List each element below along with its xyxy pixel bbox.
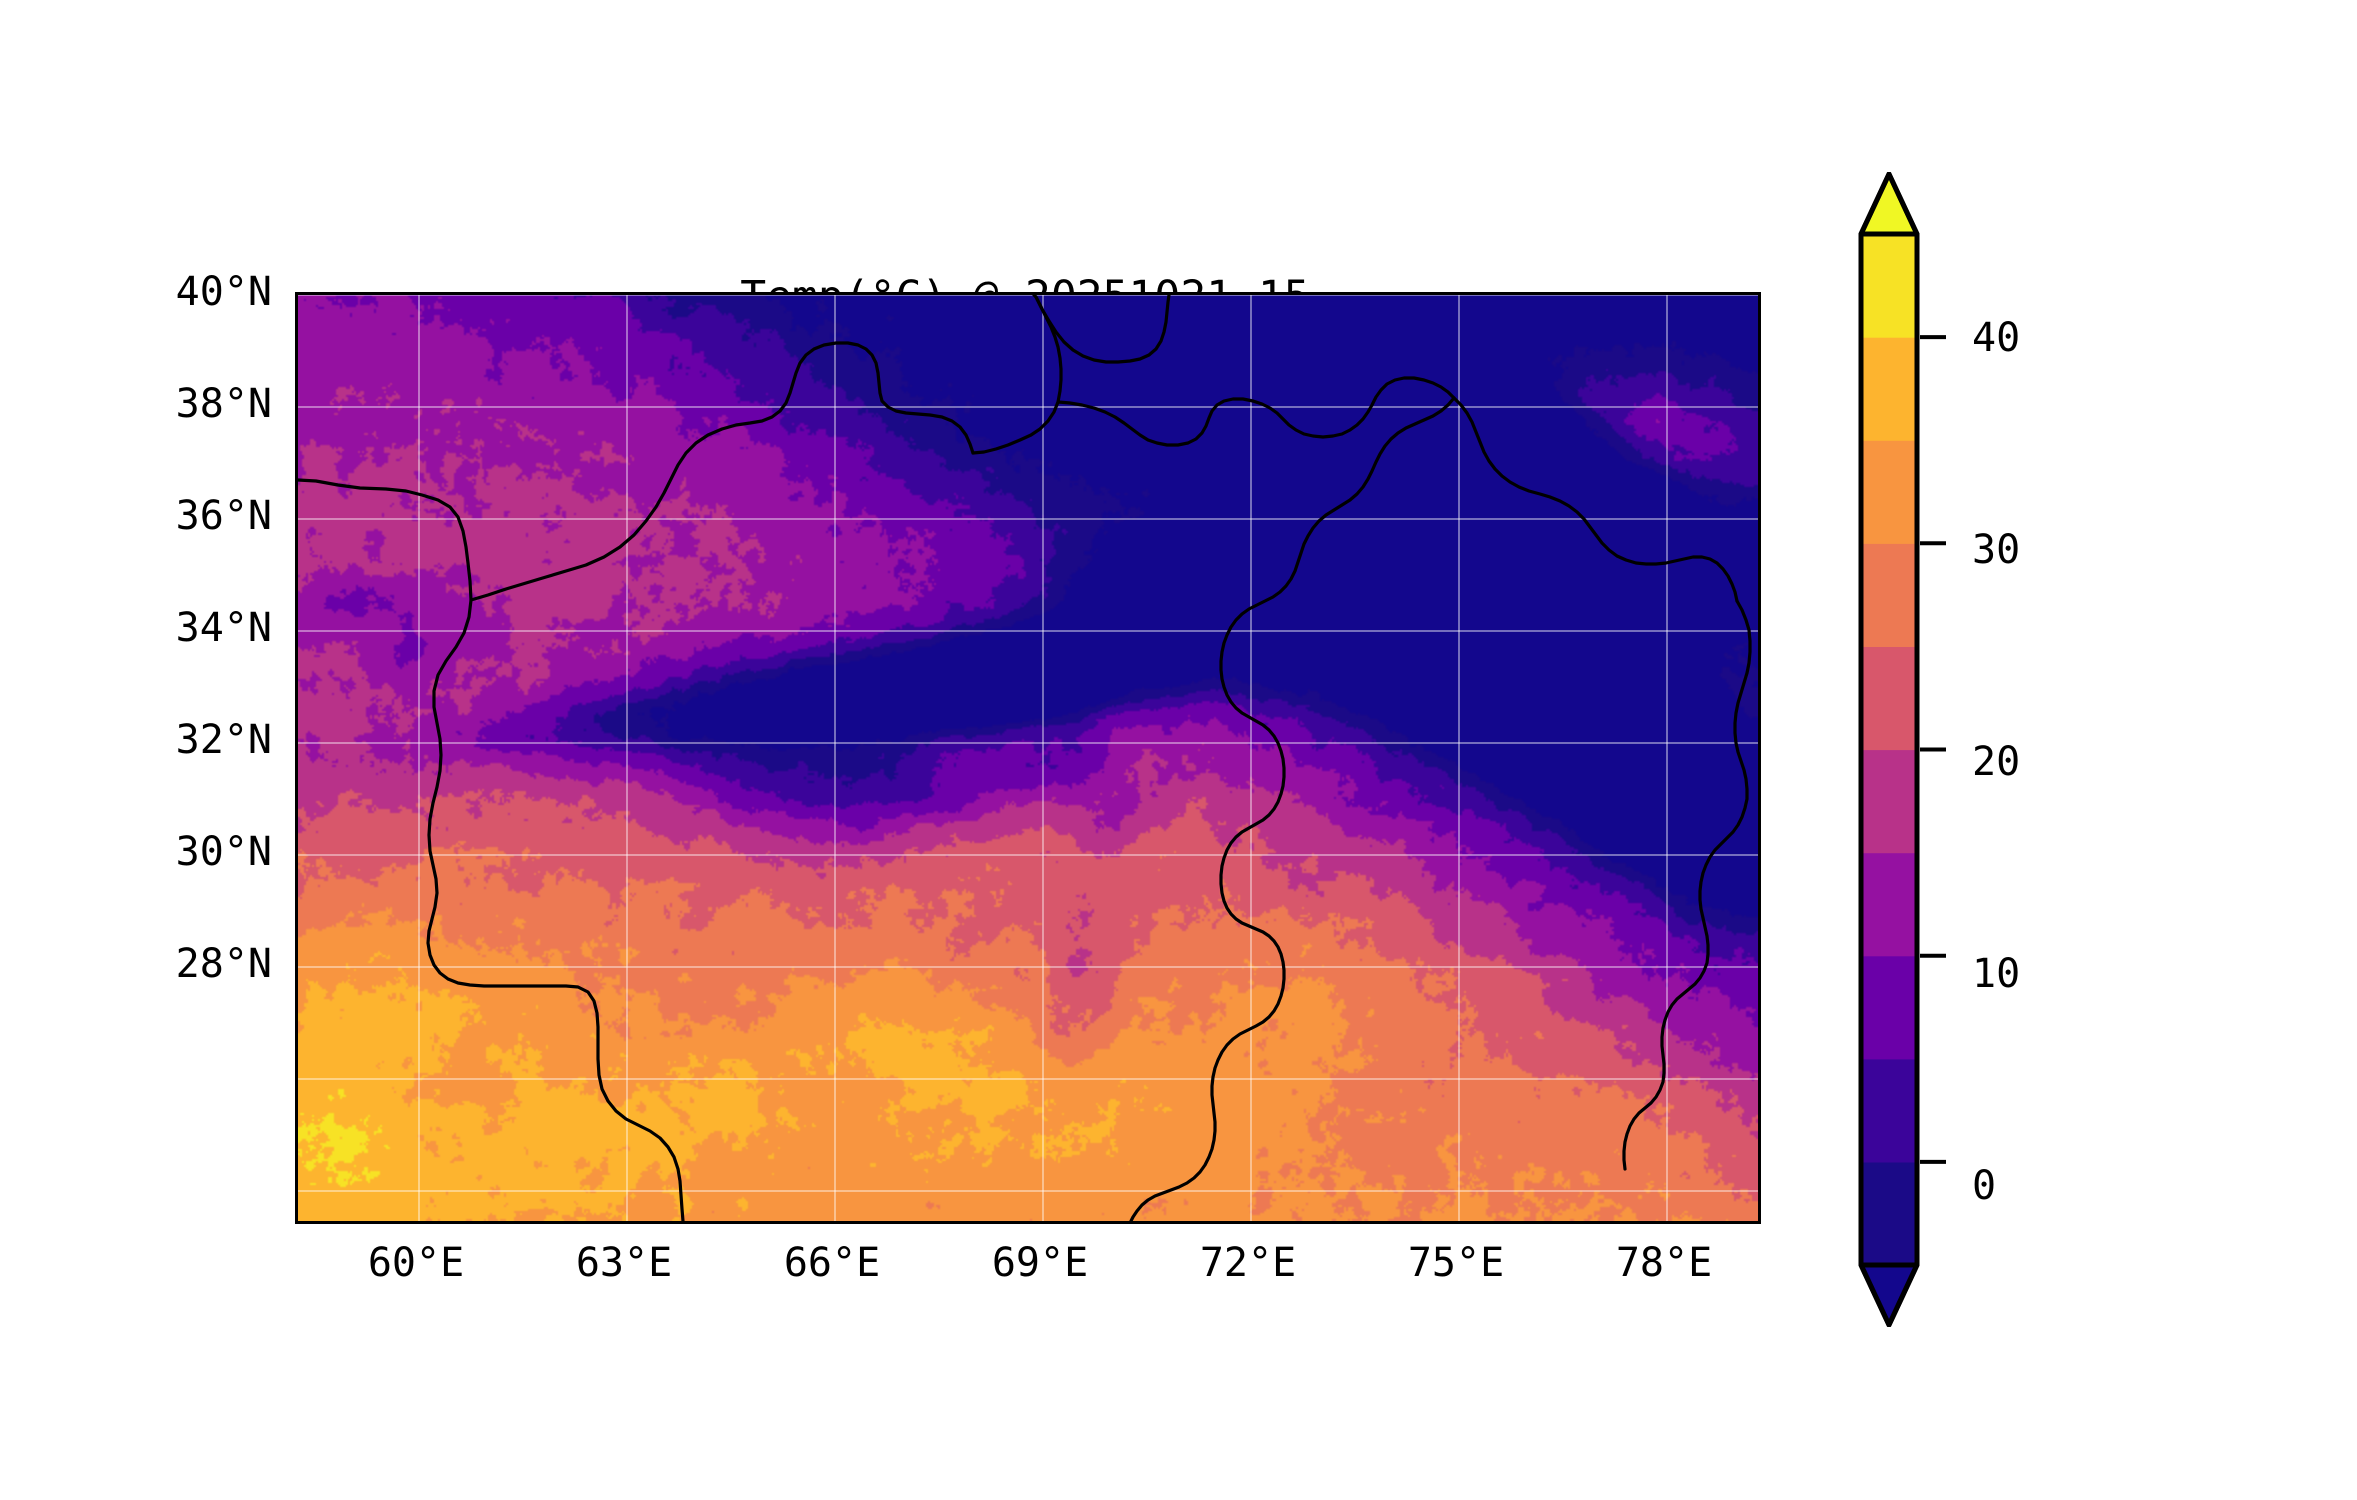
xtick-label-66E: 66°E xyxy=(783,1240,881,1286)
ytick-label-34N: 34°N xyxy=(175,605,272,651)
ytick-label-28N: 28°N xyxy=(175,941,272,987)
colorbar-tick-label-10: 10 xyxy=(1972,951,2021,997)
colorbar-tick-label-0: 0 xyxy=(1972,1163,1997,1209)
colorbar-tick-marks xyxy=(1920,335,1946,1164)
ytick-label-38N: 38°N xyxy=(175,381,272,427)
xtick-label-72E: 72°E xyxy=(1199,1240,1297,1286)
ytick-label-30N: 30°N xyxy=(175,829,272,875)
colorbar-tick-label-40: 40 xyxy=(1972,315,2021,361)
ytick-label-36N: 36°N xyxy=(175,493,272,539)
colorbar-tick-label-30: 30 xyxy=(1972,527,2021,573)
ytick-label-40N: 40°N xyxy=(175,269,272,315)
xtick-label-63E: 63°E xyxy=(575,1240,673,1286)
temperature-field xyxy=(298,295,1758,1221)
xtick-label-78E: 78°E xyxy=(1615,1240,1713,1286)
map-axes xyxy=(295,292,1761,1224)
xtick-label-69E: 69°E xyxy=(991,1240,1089,1286)
ytick-label-32N: 32°N xyxy=(175,717,272,763)
colorbar-gradient xyxy=(1858,172,1920,1327)
temperature-contour-canvas xyxy=(298,295,1758,1221)
xtick-label-60E: 60°E xyxy=(367,1240,465,1286)
colorbar xyxy=(1858,172,1946,1327)
colorbar-tick-label-20: 20 xyxy=(1972,739,2021,785)
xtick-label-75E: 75°E xyxy=(1407,1240,1505,1286)
